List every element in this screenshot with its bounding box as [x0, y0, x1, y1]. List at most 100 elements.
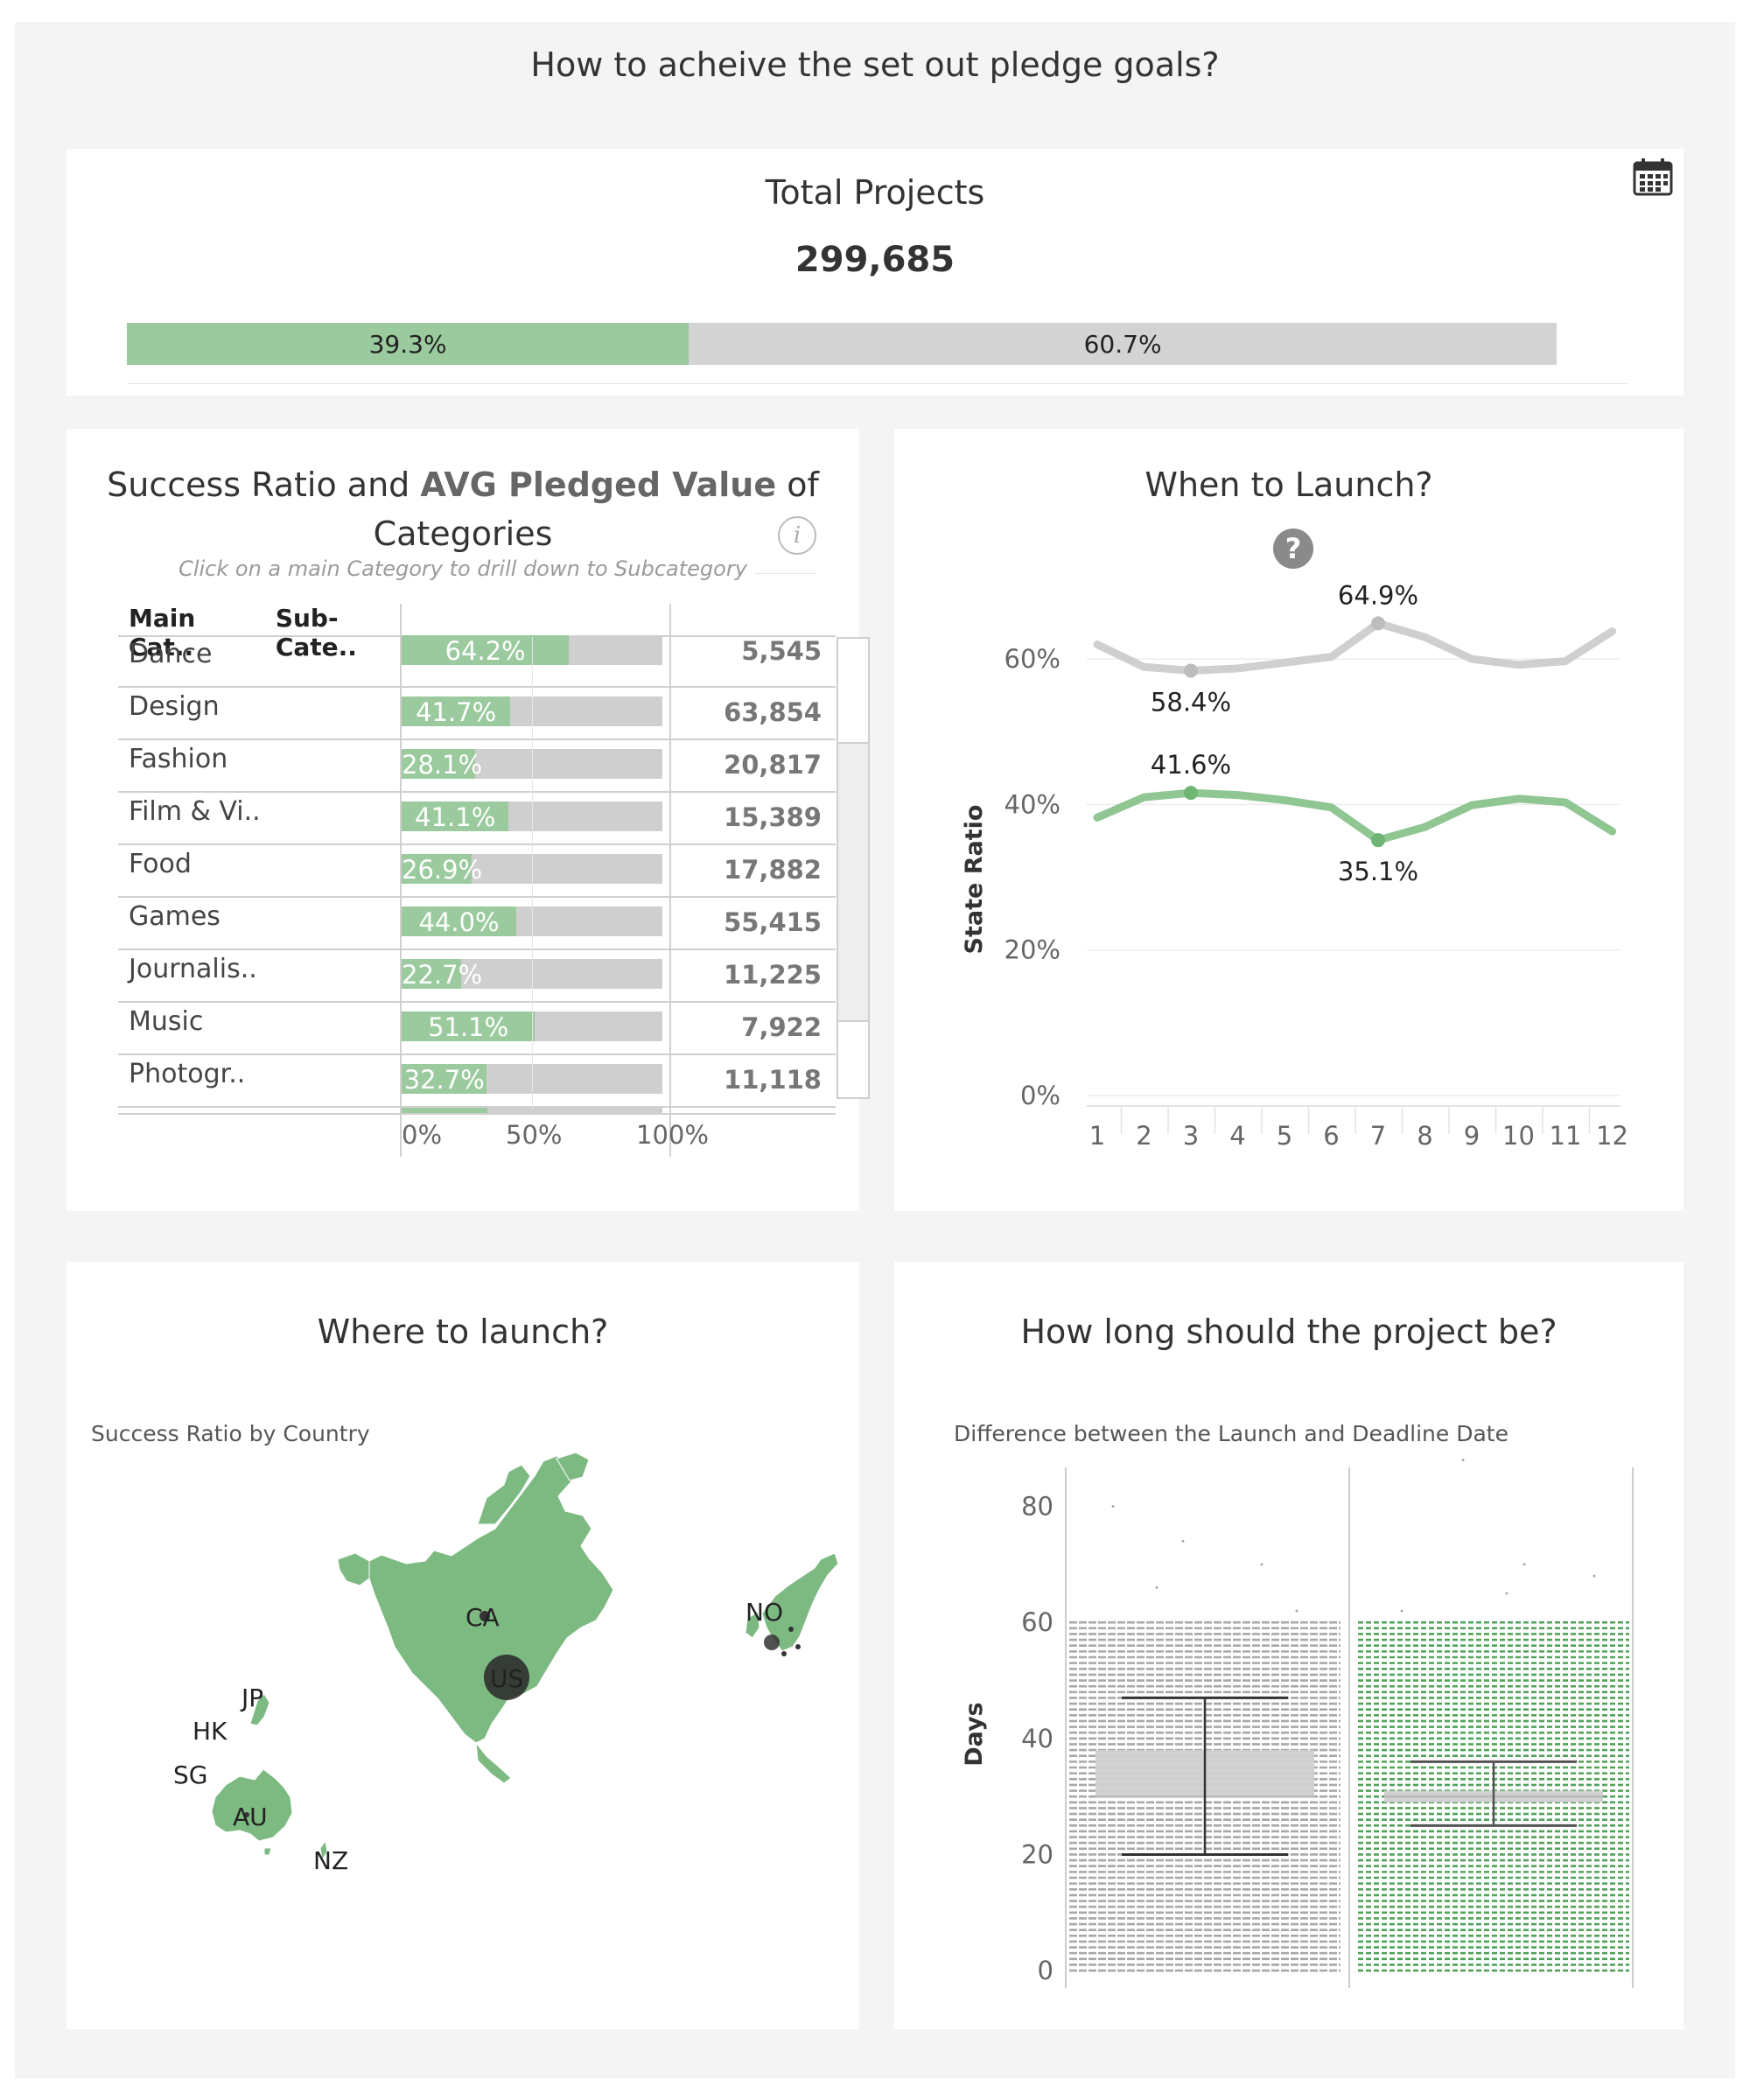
map-region-alaska	[337, 1552, 370, 1586]
map-mark-au	[244, 1812, 249, 1817]
success-bar[interactable]	[402, 1012, 536, 1041]
successful-segment[interactable]: 39.3%	[127, 323, 690, 365]
x-tick-label: 9	[1464, 1121, 1480, 1151]
split-axis-line	[127, 383, 1628, 384]
avg-pledged-value: 20,817	[724, 750, 822, 780]
map-label-us: US	[490, 1664, 523, 1693]
category-label[interactable]: Food	[129, 849, 192, 879]
avg-pledged-value: 5,545	[741, 636, 822, 666]
y-tick-label: 40%	[1004, 789, 1060, 819]
map-mark-eu-3	[781, 1651, 787, 1656]
annotated-point[interactable]	[1184, 786, 1198, 801]
success-bar[interactable]	[402, 696, 511, 726]
outlier-point	[1111, 1505, 1115, 1508]
category-label[interactable]: Journalis..	[129, 954, 257, 984]
avg-pledged-value: 63,854	[724, 697, 822, 727]
y-tick-label: 60	[1021, 1607, 1054, 1637]
y-tick-label: 0	[1038, 1956, 1054, 1985]
success-split-bar[interactable]: 39.3% 60.7%	[127, 323, 1557, 365]
calendar-icon[interactable]	[1633, 158, 1673, 196]
row-separator	[118, 896, 836, 898]
avg-pledged-value: 11,118	[724, 1065, 822, 1095]
partial-bar	[402, 1108, 488, 1115]
map-label-hk: HK	[192, 1717, 228, 1746]
success-ratio-label: 41.7%	[416, 697, 497, 727]
category-label[interactable]: Music	[129, 1006, 204, 1037]
launch-panel: When to Launch? ? 0% 20% 40% 60% 1 2 3 4 5 6 7 8 9 10…	[894, 429, 1684, 1211]
category-scrollbar[interactable]	[836, 637, 870, 1099]
map-label-no: NO	[746, 1598, 783, 1627]
category-label[interactable]: Film & Vi..	[129, 796, 261, 827]
outlier-point	[1461, 1459, 1465, 1462]
x-tick-label: 0%	[402, 1120, 443, 1150]
y-axis-title: State Ratio	[961, 805, 988, 955]
success-bar[interactable]	[402, 906, 517, 936]
duration-subtitle: Difference between the Launch and Deadli…	[954, 1421, 1508, 1446]
where-subtitle: Success Ratio by Country	[91, 1421, 370, 1446]
map-label-sg: SG	[173, 1760, 207, 1789]
series-line-2[interactable]	[1093, 788, 1616, 844]
row-separator	[118, 948, 836, 950]
success-bar[interactable]	[402, 1064, 487, 1094]
success-bar[interactable]	[402, 959, 461, 989]
scrollbar-thumb[interactable]	[838, 742, 868, 1022]
failed-segment[interactable]: 60.7%	[689, 323, 1557, 365]
y-tick-label: 0%	[1020, 1081, 1060, 1110]
y-tick-label: 60%	[1004, 644, 1060, 674]
x-tick-label: 4	[1229, 1121, 1245, 1151]
avg-pledged-value: 17,882	[724, 855, 822, 885]
row-separator	[118, 1001, 836, 1003]
series-line-1[interactable]	[1093, 619, 1616, 675]
annotated-point[interactable]	[1371, 833, 1385, 848]
header-sub-category[interactable]: Sub-Cate..	[275, 604, 357, 662]
bar-axis-line	[400, 604, 402, 1157]
map-label-nz: NZ	[313, 1846, 348, 1875]
success-ratio-label: 51.1%	[428, 1012, 509, 1042]
launch-title: When to Launch?	[1144, 466, 1433, 504]
map-mark-no	[764, 1634, 780, 1650]
map-mark-ca	[480, 1611, 490, 1621]
category-table: Dance 64.2% 5,545 Design 41.7% 63,854 Fashion 2…	[118, 429, 844, 1211]
map-label-ca: CA	[466, 1603, 500, 1632]
duration-box-plot: 0 20 40 60 80 Days	[961, 1459, 1634, 1988]
mid-gridline	[532, 637, 533, 1110]
info-icon[interactable]: i	[778, 516, 816, 555]
dashboard-title: How to acheive the set out pledge goals?	[530, 46, 1220, 84]
value-axis-line	[669, 604, 671, 1157]
annotated-point[interactable]	[1371, 616, 1385, 631]
where-title: Where to launch?	[317, 1312, 609, 1351]
categories-title-post: of Categories	[373, 466, 819, 553]
categories-panel: Success Ratio and AVG Pledged Value of C…	[66, 429, 870, 1211]
category-label[interactable]: Photogr..	[129, 1059, 246, 1089]
map-region-tasmania	[263, 1847, 272, 1856]
duration-group-2[interactable]	[1358, 1620, 1629, 1972]
success-bar[interactable]	[402, 802, 509, 831]
row-separator	[118, 1054, 836, 1055]
help-icon[interactable]: ?	[1273, 528, 1313, 569]
header-main-category[interactable]: Main Cat..	[129, 604, 196, 662]
avg-pledged-value: 55,415	[724, 907, 822, 937]
x-tick-label: 8	[1417, 1121, 1432, 1151]
category-label[interactable]: Fashion	[129, 744, 228, 774]
success-bar[interactable]	[402, 854, 472, 884]
success-ratio-map[interactable]: CA US NO JP HK SG AU NZ	[66, 1262, 859, 2029]
where-panel: Where to launch? Success Ratio by Countr…	[66, 1262, 859, 2029]
categories-title-bold: AVG Pledged Value	[420, 466, 777, 504]
map-region-mexico	[475, 1741, 512, 1784]
outlier-point	[1295, 1609, 1298, 1613]
avg-pledged-value: 7,922	[741, 1012, 822, 1042]
success-bar[interactable]	[402, 635, 570, 665]
category-label[interactable]: Games	[129, 901, 220, 932]
point-annotation: 35.1%	[1338, 857, 1418, 886]
annotated-point[interactable]	[1184, 663, 1198, 678]
row-separator	[118, 1106, 836, 1108]
success-ratio-label: 64.2%	[444, 636, 526, 666]
category-label[interactable]: Design	[129, 691, 220, 722]
x-tick-label: 5	[1277, 1121, 1292, 1151]
info-divider	[754, 573, 816, 574]
y-tick-label: 40	[1021, 1724, 1054, 1754]
category-label[interactable]: Dance	[129, 639, 213, 669]
success-bar[interactable]	[402, 749, 475, 779]
duration-group-1[interactable]	[1069, 1620, 1340, 1972]
